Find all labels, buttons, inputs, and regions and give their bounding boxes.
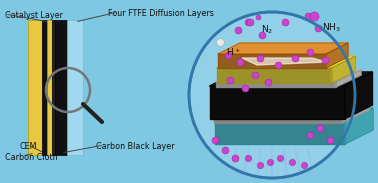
Polygon shape (218, 43, 348, 54)
Polygon shape (345, 108, 373, 144)
Polygon shape (332, 56, 355, 83)
Text: H$^+$: H$^+$ (226, 46, 241, 58)
Polygon shape (214, 118, 342, 123)
Polygon shape (344, 72, 372, 119)
Polygon shape (216, 82, 336, 87)
Text: Carbon Black Layer: Carbon Black Layer (96, 142, 175, 151)
Bar (28, 20, 42, 155)
Polygon shape (336, 70, 361, 87)
Polygon shape (218, 54, 326, 68)
Bar (55, 20, 67, 155)
Bar (52, 20, 55, 155)
Polygon shape (214, 105, 369, 118)
Polygon shape (215, 122, 345, 144)
Polygon shape (209, 72, 372, 86)
Polygon shape (342, 105, 369, 123)
Text: N$_2$: N$_2$ (261, 24, 273, 36)
Text: Carbon Cloth: Carbon Cloth (5, 153, 57, 162)
Bar (47, 20, 52, 155)
Bar (67, 20, 83, 155)
Text: CEM: CEM (20, 142, 37, 151)
Bar (42, 20, 47, 155)
Polygon shape (215, 108, 373, 122)
Polygon shape (217, 56, 355, 68)
Text: Four FTFE Diffusion Layers: Four FTFE Diffusion Layers (108, 9, 214, 18)
Text: NH$_3$: NH$_3$ (322, 21, 341, 33)
Polygon shape (242, 58, 327, 65)
Polygon shape (326, 43, 348, 68)
Circle shape (189, 12, 355, 178)
Polygon shape (209, 86, 344, 119)
Polygon shape (217, 68, 332, 83)
Text: Catalyst Layer: Catalyst Layer (5, 11, 63, 20)
Polygon shape (216, 70, 361, 82)
